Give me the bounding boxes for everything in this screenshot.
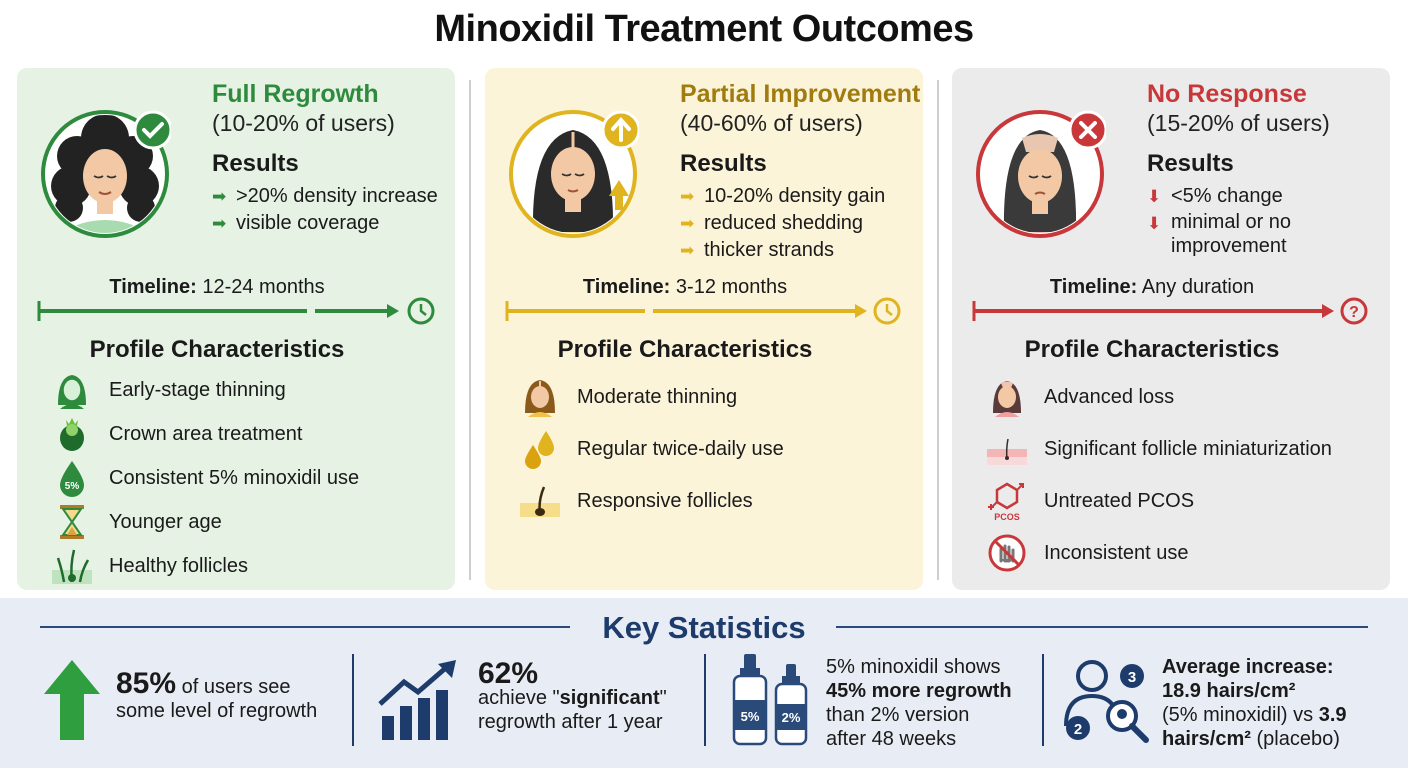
profile-list: Moderate thinning Regular twice-daily us… [515, 371, 784, 527]
divider [704, 654, 706, 746]
question-icon: ? [1340, 297, 1368, 325]
results-list: ⬇ <5% change ⬇ minimal or no improvement [1147, 183, 1317, 258]
svg-text:2: 2 [1074, 721, 1082, 738]
profile-list: Advanced loss Significant follicle minia… [982, 371, 1332, 579]
woman-icon [982, 377, 1032, 417]
profile-item: Regular twice-daily use [515, 423, 784, 475]
timeline-bar: ? [972, 297, 1368, 325]
profile-item: Crown area treatment [47, 412, 359, 456]
timeline-label: Timeline: 3-12 months [582, 276, 788, 298]
hourglass-icon [47, 502, 97, 542]
key-statistics: Key Statistics 85% of users see some lev… [0, 598, 1408, 768]
arrow-right-icon: ➡ [680, 214, 695, 233]
clock-icon [873, 297, 901, 325]
profile-title: Profile Characteristics [1024, 336, 1280, 363]
drop-icon: 5% [47, 458, 97, 498]
result-item: ➡ reduced shedding [680, 210, 885, 237]
profile-item: Early-stage thinning [47, 368, 359, 412]
divider [836, 626, 1368, 628]
panel-partial-improvement: Partial Improvement (40-60% of users) Re… [485, 68, 923, 590]
arrow-right-icon: ➡ [680, 187, 695, 206]
stat-hair-count: Average increase: 18.9 hairs/cm² (5% min… [1162, 656, 1347, 750]
divider [469, 80, 471, 580]
profile-title: Profile Characteristics [557, 336, 813, 363]
svg-text:PCOS: PCOS [994, 512, 1020, 522]
result-item: ⬇ <5% change [1147, 183, 1317, 210]
results-title: Results [1147, 150, 1234, 177]
profile-title: Profile Characteristics [89, 336, 345, 363]
arrow-right-icon: ➡ [212, 214, 227, 233]
follicle-icon [982, 429, 1032, 469]
svg-text:3: 3 [1128, 669, 1136, 686]
profile-item: PCOS Untreated PCOS [982, 475, 1332, 527]
stat-significant: 62% achieve "significant" regrowth after… [478, 657, 667, 734]
panel-full-regrowth: Full Regrowth (10-20% of users) Results … [17, 68, 455, 590]
avatar-no-response [976, 110, 1106, 238]
divider [1042, 654, 1044, 746]
drops-icon [515, 429, 565, 469]
results-list: ➡ >20% density increase ➡ visible coverage [212, 183, 438, 237]
up-arrow-icon [44, 660, 100, 740]
no-hand-icon [982, 533, 1032, 573]
divider [352, 654, 354, 746]
svg-text:5%: 5% [65, 481, 80, 492]
category-users: (40-60% of users) [680, 110, 863, 136]
result-item: ➡ thicker strands [680, 237, 885, 264]
profile-item: Inconsistent use [982, 527, 1332, 579]
category-title: Full Regrowth [212, 80, 379, 108]
avatar-partial-improvement [509, 110, 639, 238]
results-list: ➡ 10-20% density gain ➡ reduced shedding ➡… [680, 183, 885, 264]
timeline-bar [505, 297, 901, 325]
arrow-down-icon: ⬇ [1147, 214, 1162, 233]
category-users: (10-20% of users) [212, 110, 395, 136]
bottles-icon: 5% 2% [732, 654, 808, 746]
timeline-label: Timeline: Any duration [1049, 276, 1255, 298]
result-item: ⬇ minimal or no improvement [1147, 211, 1292, 257]
divider [40, 626, 570, 628]
profile-item: Advanced loss [982, 371, 1332, 423]
crown-head-icon [47, 414, 97, 454]
follicle-icon [47, 546, 97, 586]
result-item: ➡ visible coverage [212, 210, 438, 237]
profile-item: 5% Consistent 5% minoxidil use [47, 456, 359, 500]
avatar-full-regrowth [41, 110, 171, 238]
stat-concentration: 5% minoxidil shows 45% more regrowth tha… [826, 656, 1012, 750]
divider [937, 80, 939, 580]
profile-item: Significant follicle miniaturization [982, 423, 1332, 475]
results-title: Results [212, 150, 299, 177]
category-title: No Response [1147, 80, 1307, 108]
svg-text:5%: 5% [741, 709, 760, 724]
result-item: ➡ >20% density increase [212, 183, 438, 210]
clock-icon [407, 297, 435, 325]
woman-icon [515, 377, 565, 417]
panel-no-response: No Response (15-20% of users) Results ⬇ <… [952, 68, 1390, 590]
follicle-icon [515, 481, 565, 521]
bar-chart-icon [378, 660, 456, 740]
category-users: (15-20% of users) [1147, 110, 1330, 136]
pcos-icon: PCOS [982, 481, 1032, 522]
profile-item: Healthy follicles [47, 544, 359, 588]
svg-text:?: ? [1349, 304, 1359, 321]
svg-text:2%: 2% [782, 710, 801, 725]
arrow-down-icon: ⬇ [1147, 187, 1162, 206]
profile-item: Moderate thinning [515, 371, 784, 423]
arrow-right-icon: ➡ [680, 241, 695, 260]
result-item: ➡ 10-20% density gain [680, 183, 885, 210]
stat-regrowth: 85% of users see some level of regrowth [116, 667, 318, 723]
people-icon: 3 2 [1064, 660, 1149, 743]
timeline-bar [37, 297, 435, 325]
profile-item: Younger age [47, 500, 359, 544]
category-title: Partial Improvement [680, 80, 921, 108]
woman-icon [47, 370, 97, 410]
timeline-label: Timeline: 12-24 months [109, 276, 325, 298]
profile-list: Early-stage thinning Crown area treatmen… [47, 368, 359, 588]
profile-item: Responsive follicles [515, 475, 784, 527]
arrow-right-icon: ➡ [212, 187, 227, 206]
page-title: Minoxidil Treatment Outcomes [434, 8, 974, 50]
results-title: Results [680, 150, 767, 177]
stats-title: Key Statistics [602, 610, 806, 645]
